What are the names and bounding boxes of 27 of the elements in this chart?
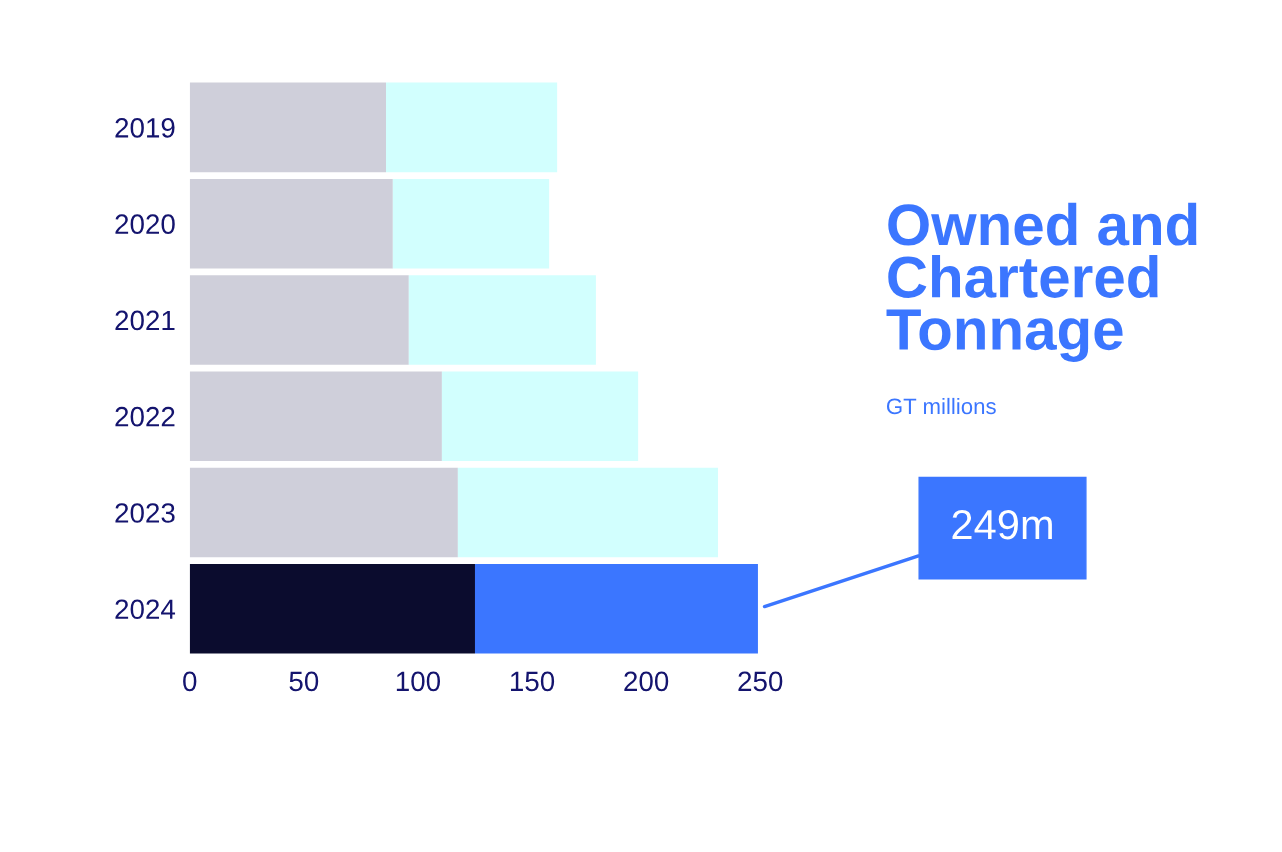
bar — [457, 467, 719, 558]
x-tick-label: 0 — [183, 671, 197, 692]
bar — [189, 82, 386, 173]
bar — [189, 467, 458, 558]
bar — [189, 563, 475, 654]
bar — [408, 275, 596, 365]
bar — [474, 563, 758, 654]
y-tick-label: 2023 — [115, 503, 175, 523]
x-tick-label: 200 — [624, 671, 669, 692]
text: Owned and Chartered Tonnage — [886, 202, 1197, 362]
bar — [189, 178, 393, 269]
y-tick-label: 2022 — [115, 406, 175, 427]
bar — [385, 82, 558, 173]
x-tick-label: 150 — [510, 671, 555, 692]
text: GT millions — [886, 397, 996, 415]
annotation: 249m — [952, 509, 1052, 540]
y-tick-label: 2020 — [115, 214, 175, 234]
y-tick-label: 2024 — [115, 599, 176, 620]
bar — [189, 371, 442, 461]
y-tick-label: 2019 — [115, 118, 175, 138]
y-tick-label: 2021 — [115, 310, 175, 331]
bar — [189, 275, 409, 365]
x-tick-label: 50 — [289, 671, 319, 692]
bar — [392, 178, 550, 269]
x-tick-label: 250 — [738, 671, 783, 692]
x-tick-label: 100 — [396, 671, 441, 692]
bar — [441, 371, 639, 461]
